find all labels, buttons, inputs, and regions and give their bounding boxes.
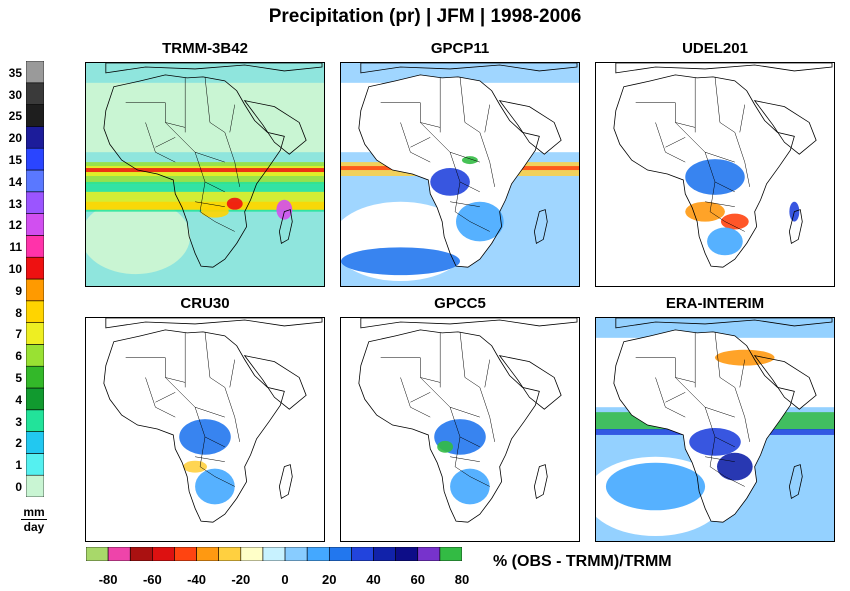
absolute-color-bin — [26, 191, 44, 214]
absolute-color-bin — [26, 213, 44, 236]
absolute-tick-label: 14 — [8, 174, 22, 189]
map-panel-udel — [595, 62, 835, 287]
difference-color-bin — [351, 547, 374, 561]
difference-tick-label: -40 — [187, 572, 206, 587]
map-panel-trmm — [85, 62, 325, 287]
absolute-tick-label: 13 — [8, 196, 22, 211]
panel-title-4: CRU30 — [180, 295, 230, 312]
map-panel-gpcp — [340, 62, 580, 287]
absolute-color-bin — [26, 409, 44, 432]
panel-title-1: TRMM-3B42 — [162, 40, 248, 57]
difference-color-bin — [174, 547, 197, 561]
absolute-color-bin — [26, 431, 44, 454]
difference-color-bin — [86, 547, 109, 561]
difference-tick-label: 60 — [410, 572, 425, 587]
difference-tick-label: 0 — [281, 572, 289, 587]
absolute-color-bin — [26, 344, 44, 367]
absolute-tick-label: 3 — [15, 414, 22, 429]
difference-colorbar — [86, 547, 462, 561]
absolute-tick-label: 35 — [8, 65, 22, 80]
difference-tick-label: -60 — [142, 572, 162, 587]
absolute-color-bin — [26, 104, 44, 127]
absolute-tick-label: 6 — [15, 349, 22, 364]
difference-color-bin — [306, 547, 330, 561]
difference-color-bin — [417, 547, 441, 561]
absolute-color-bin — [26, 126, 44, 149]
absolute-tick-label: 25 — [8, 109, 22, 124]
absolute-tick-label: 11 — [9, 240, 22, 255]
panel-title-5: GPCC5 — [434, 295, 486, 312]
difference-tick-label: -80 — [98, 572, 118, 587]
absolute-tick-label: 10 — [8, 262, 22, 276]
absolute-color-bin — [26, 235, 44, 258]
map-panel-era — [595, 317, 835, 542]
absolute-colorbar — [26, 61, 44, 497]
difference-color-bin — [328, 547, 352, 561]
difference-color-bin — [218, 547, 242, 561]
difference-tick-label: 20 — [322, 572, 337, 587]
map-panel-gpcc — [340, 317, 580, 542]
absolute-tick-label: 8 — [15, 305, 22, 320]
difference-color-bin — [373, 547, 396, 561]
absolute-color-bin — [26, 278, 44, 302]
absolute-color-bin — [26, 61, 44, 84]
absolute-tick-label: 5 — [15, 371, 22, 385]
difference-tick-label: -20 — [231, 572, 251, 587]
absolute-tick-label: 20 — [8, 131, 22, 146]
absolute-color-bin — [26, 474, 44, 497]
difference-tick-label: 40 — [366, 572, 381, 587]
difference-tick-label: 80 — [454, 572, 470, 587]
absolute-tick-label: 0 — [15, 480, 22, 494]
absolute-color-bin — [26, 147, 44, 171]
absolute-tick-label: 9 — [15, 283, 22, 298]
panel-title-6: ERA-INTERIM — [665, 295, 765, 312]
colorbar-unit: mm day — [14, 505, 54, 534]
difference-color-bin — [262, 547, 286, 561]
absolute-tick-label: 4 — [15, 392, 22, 407]
absolute-tick-label: 15 — [8, 153, 22, 167]
absolute-color-bin — [26, 82, 44, 105]
difference-color-bin — [240, 547, 264, 561]
difference-color-bin — [439, 547, 462, 561]
unit-denominator: day — [23, 520, 45, 534]
difference-color-bin — [152, 547, 175, 561]
unit-numerator: mm — [21, 505, 47, 520]
difference-color-bin — [107, 547, 131, 561]
absolute-color-bin — [26, 322, 44, 345]
difference-color-bin — [196, 547, 220, 561]
difference-color-bin — [395, 547, 419, 561]
difference-color-bin — [129, 547, 153, 561]
absolute-color-bin — [26, 453, 44, 476]
absolute-tick-label: 12 — [8, 218, 22, 233]
absolute-color-bin — [26, 300, 44, 323]
difference-color-bin — [284, 547, 308, 561]
absolute-color-bin — [26, 365, 44, 389]
map-panel-cru — [85, 317, 325, 542]
difference-label: % (OBS - TRMM)/TRMM — [493, 553, 672, 570]
panel-title-2: GPCP11 — [430, 40, 490, 57]
absolute-color-bin — [26, 256, 44, 280]
panel-title-3: UDEL201 — [682, 40, 748, 57]
absolute-colorbar-ticks: 0 1 2 3 4 5 6 7 8 9 10 11 12 13 14 15 20 25 30 35 — [0, 0, 24, 591]
absolute-color-bin — [26, 169, 44, 193]
absolute-color-bin — [26, 387, 44, 411]
absolute-tick-label: 1 — [15, 458, 22, 473]
absolute-tick-label: 7 — [15, 327, 22, 342]
absolute-tick-label: 2 — [15, 436, 22, 451]
figure-title: Precipitation (pr) | JFM | 1998-2006 — [268, 6, 582, 27]
absolute-tick-label: 30 — [8, 87, 22, 102]
